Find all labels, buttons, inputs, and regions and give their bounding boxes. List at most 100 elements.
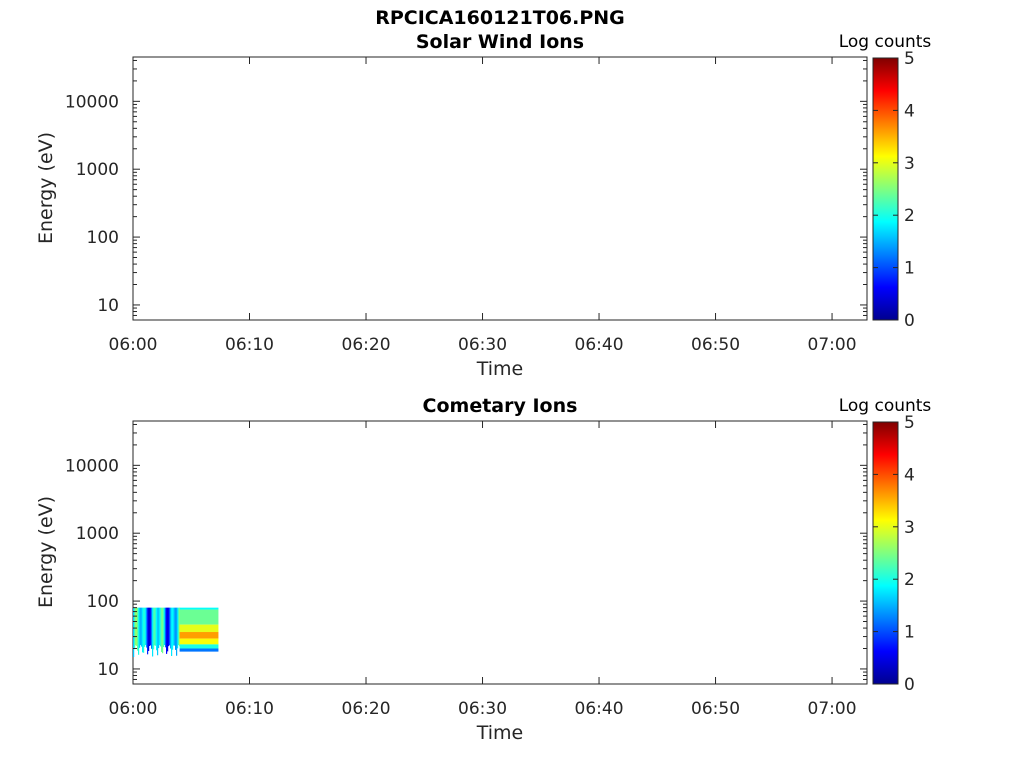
- heatmap-cell: [176, 607, 178, 656]
- heatmap-cell: [174, 607, 176, 646]
- heatmap-cell: [156, 607, 158, 651]
- panel-title: Solar Wind Ions: [416, 31, 584, 53]
- heatmap-cell: [158, 607, 160, 649]
- heatmap-cell: [179, 609, 219, 625]
- heatmap-cell: [151, 607, 153, 649]
- heatmap-cell: [153, 607, 155, 650]
- panel-title: Cometary Ions: [423, 395, 578, 417]
- heatmap-cell: [136, 607, 138, 646]
- plot-area: [132, 56, 868, 321]
- colorbar-tick-label: 3: [904, 518, 915, 538]
- heatmap-cell: [147, 607, 149, 655]
- x-tick-label: 06:30: [458, 699, 507, 719]
- y-tick-label: 100: [87, 592, 119, 612]
- y-tick-label: 10000: [65, 456, 119, 476]
- x-tick-label: 06:30: [458, 335, 507, 355]
- heatmap-cell: [166, 607, 168, 654]
- x-tick-label: 07:00: [808, 699, 857, 719]
- colorbar-ticks: 0 1 2 3 4 5: [873, 413, 915, 695]
- colorbar-tick-label: 0: [904, 311, 915, 331]
- heatmap-cell: [169, 607, 171, 646]
- heatmap-cell: [137, 607, 139, 651]
- x-axis-label: Time: [476, 358, 524, 380]
- heatmap-cell: [179, 644, 219, 649]
- heatmap-cell: [178, 607, 180, 646]
- heatmap-cell: [160, 607, 162, 647]
- heatmap-cell: [167, 607, 169, 652]
- heatmap-cell: [146, 607, 148, 648]
- colorbar-tick-label: 2: [904, 570, 915, 590]
- heatmap-cell: [179, 607, 181, 647]
- heatmap-cell: [172, 607, 174, 650]
- y-tick-label: 1000: [76, 160, 119, 180]
- heatmap-cell: [164, 607, 166, 646]
- heatmap-cell: [139, 607, 141, 648]
- heatmap-cell: [154, 607, 156, 646]
- x-tick-label: 06:10: [225, 699, 274, 719]
- heatmap-cell: [170, 607, 172, 649]
- panel-solar-wind-ions: Solar Wind Ions 10 100 1000 10000 06:00 06:1…: [35, 31, 931, 380]
- colorbar-tick-label: 3: [904, 154, 915, 174]
- heatmap-cell: [168, 607, 170, 647]
- spectrogram-layer: [133, 607, 219, 657]
- y-tick-label: 100: [87, 228, 119, 248]
- heatmap-cell: [138, 607, 140, 655]
- heatmap-cell: [173, 607, 175, 646]
- x-tick-label: 06:50: [691, 699, 740, 719]
- heatmap-cell: [135, 607, 137, 646]
- x-tick-label: 06:00: [109, 335, 158, 355]
- colorbar-ticks: 0 1 2 3 4 5: [873, 49, 915, 331]
- heatmap-cell: [179, 607, 219, 610]
- heatmap-cell: [163, 607, 165, 648]
- x-tick-label: 06:40: [575, 699, 624, 719]
- heatmap-cell: [133, 607, 135, 657]
- heatmap-cell: [165, 607, 167, 648]
- y-axis-label: Energy (eV): [35, 132, 57, 244]
- heatmap-cell: [142, 607, 144, 653]
- y-tick-label: 10: [97, 660, 119, 680]
- figure-title: RPCICA160121T06.PNG: [375, 7, 625, 29]
- x-tick-label: 06:50: [691, 335, 740, 355]
- colorbar-tick-label: 4: [904, 465, 915, 485]
- y-axis: 10 100 1000 10000: [65, 423, 867, 685]
- colorbar-label: Log counts: [839, 396, 932, 416]
- heatmap-cell: [143, 607, 145, 653]
- heatmap-cell: [155, 607, 157, 646]
- heatmap-cell: [152, 607, 154, 657]
- heatmap-cell: [175, 607, 177, 650]
- colorbar: [872, 421, 899, 685]
- colorbar-tick-label: 1: [904, 623, 915, 643]
- colorbar-label: Log counts: [839, 32, 932, 52]
- colorbar: [872, 57, 899, 321]
- colorbar-tick-label: 0: [904, 675, 915, 695]
- y-tick-label: 10: [97, 296, 119, 316]
- heatmap-cell: [159, 607, 161, 646]
- heatmap-cell: [177, 607, 179, 649]
- heatmap-cell: [145, 607, 147, 646]
- colorbar-tick-label: 5: [904, 49, 915, 69]
- colorbar-tick-label: 4: [904, 101, 915, 121]
- y-axis-label: Energy (eV): [35, 496, 57, 608]
- colorbar-tick-label: 5: [904, 413, 915, 433]
- heatmap-cell: [171, 607, 173, 656]
- heatmap-cell: [148, 607, 150, 651]
- y-tick-label: 1000: [76, 524, 119, 544]
- heatmap-cell: [141, 607, 143, 647]
- heatmap-cell: [140, 607, 142, 646]
- x-tick-label: 06:10: [225, 335, 274, 355]
- plot-area: [132, 420, 868, 685]
- y-axis: 10 100 1000 10000: [65, 59, 867, 321]
- x-tick-label: 06:20: [342, 335, 391, 355]
- x-tick-label: 06:00: [109, 699, 158, 719]
- heatmap-cell: [179, 638, 219, 645]
- heatmap-cell: [150, 607, 152, 646]
- heatmap-cell: [179, 624, 219, 633]
- x-axis: 06:00 06:10 06:20 06:30 06:40 06:50 07:00: [109, 57, 857, 355]
- heatmap-cell: [144, 607, 146, 647]
- y-tick-label: 10000: [65, 92, 119, 112]
- x-tick-label: 06:40: [575, 335, 624, 355]
- heatmap-cell: [179, 632, 219, 639]
- x-tick-label: 06:20: [342, 699, 391, 719]
